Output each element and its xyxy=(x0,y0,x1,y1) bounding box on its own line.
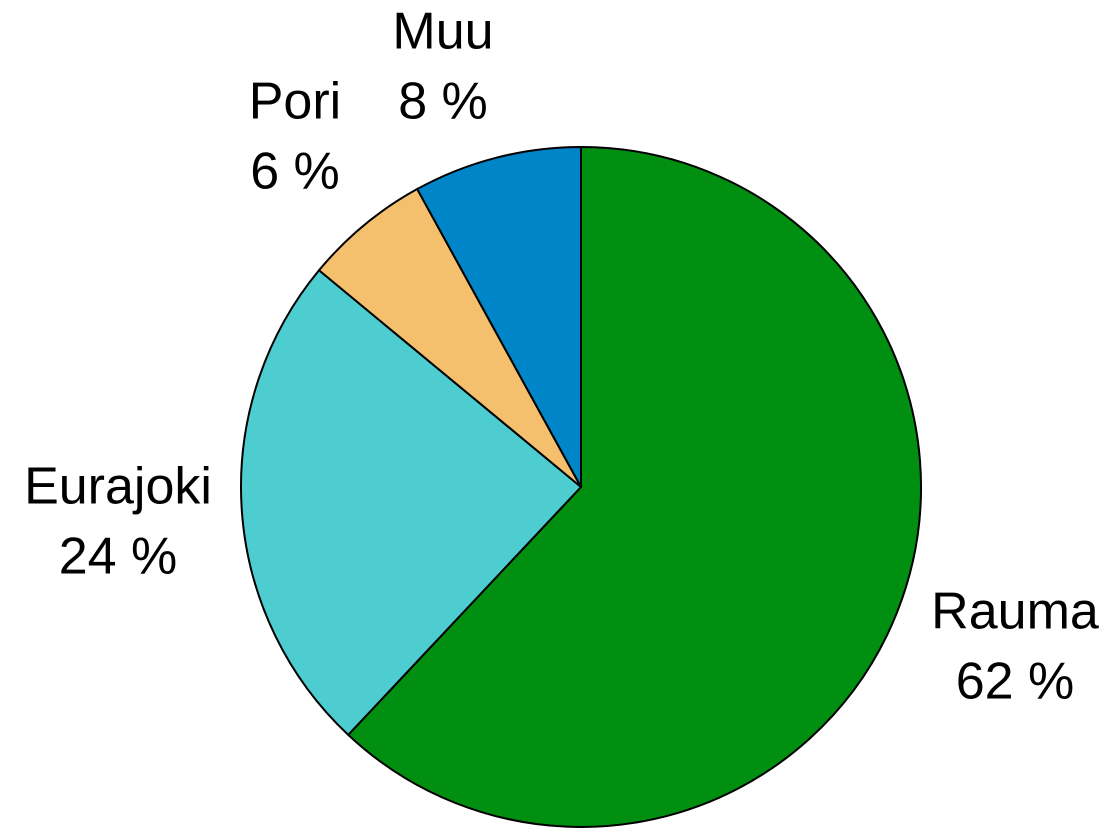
pie-slice xyxy=(240,268,583,737)
slice-label: Eurajoki xyxy=(24,458,212,516)
pie-slice xyxy=(317,187,582,488)
slice-label: Rauma xyxy=(931,583,1099,641)
slice-value-label: 6 % xyxy=(250,143,340,201)
pie-slice xyxy=(346,145,922,828)
pie-slice xyxy=(415,145,582,488)
slice-value-label: 24 % xyxy=(59,528,178,586)
slice-label: Muu xyxy=(392,3,493,61)
slice-value-label: 8 % xyxy=(398,73,488,131)
slice-value-label: 62 % xyxy=(956,653,1075,711)
slice-label: Pori xyxy=(249,73,341,131)
